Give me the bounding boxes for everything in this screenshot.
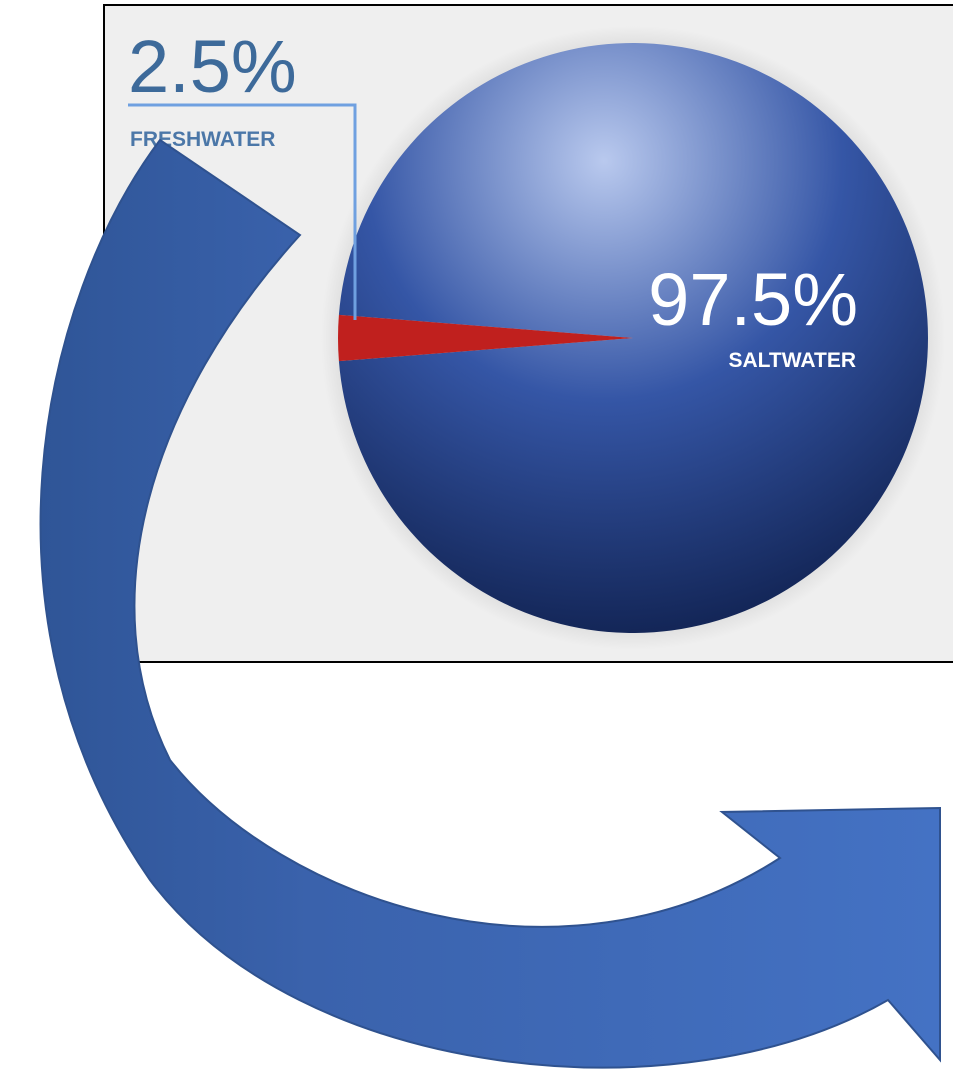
pie: [338, 42, 928, 633]
saltwater-value: 97.5%: [648, 258, 858, 341]
saltwater-label: SALTWATER: [728, 349, 856, 372]
curved-arrow: [39, 138, 941, 1069]
freshwater-slice: [338, 314, 633, 362]
callout-line: [128, 103, 357, 320]
saltwater-slice: [338, 42, 928, 633]
freshwater-label: FRESHWATER: [130, 128, 275, 151]
freshwater-value: 2.5%: [128, 25, 297, 108]
